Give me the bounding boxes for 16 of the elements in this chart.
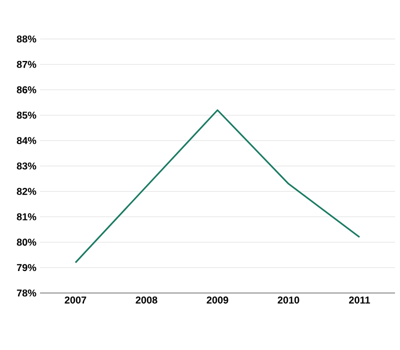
x-tick-label: 2010 — [278, 296, 300, 304]
y-tick-label: 85% — [16, 112, 36, 119]
y-tick-label: 79% — [16, 264, 36, 272]
y-tick-label: 82% — [16, 188, 36, 195]
x-tick-label: 2011 — [349, 296, 370, 304]
y-tick-label: 78% — [16, 289, 36, 297]
x-tick-label: 2008 — [136, 296, 158, 304]
y-tick-label: 87% — [16, 60, 36, 68]
y-tick-label: 80% — [16, 238, 36, 246]
y-tick-label: 86% — [16, 86, 36, 94]
y-tick-label: 83% — [16, 162, 36, 170]
y-tick-label: 84% — [16, 137, 36, 144]
x-tick-label: 2009 — [206, 296, 228, 304]
y-tick-label: 88% — [16, 35, 36, 43]
x-tick-label: 2007 — [64, 296, 86, 304]
y-tick-label: 81% — [16, 213, 36, 220]
